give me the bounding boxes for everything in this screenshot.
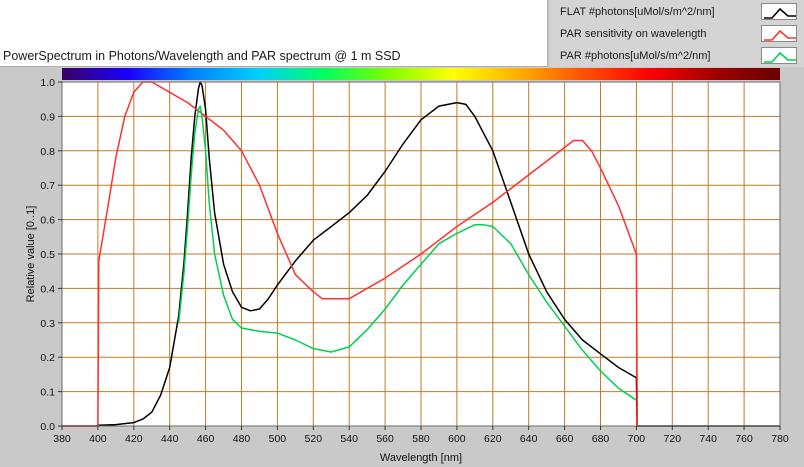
x-tick-label: 620 xyxy=(484,433,502,445)
x-tick-label: 660 xyxy=(556,433,574,445)
legend-item-par-sensitivity[interactable]: PAR sensitivity on wavelength xyxy=(550,23,804,45)
legend-label: PAR sensitivity on wavelength xyxy=(560,28,707,40)
x-tick-label: 780 xyxy=(771,433,789,445)
y-tick-label: 0.6 xyxy=(40,215,55,227)
x-tick-label: 480 xyxy=(233,433,251,445)
x-tick-label: 700 xyxy=(628,433,646,445)
x-tick-label: 680 xyxy=(592,433,610,445)
y-axis-ticks: 0.0 0.1 0.2 0.3 0.4 0.5 0.6 0.7 0.8 0.9 1.0 xyxy=(40,77,62,433)
x-tick-label: 520 xyxy=(305,433,323,445)
x-tick-label: 760 xyxy=(735,433,753,445)
y-tick-label: 1.0 xyxy=(40,77,55,89)
legend-swatch-black xyxy=(761,3,797,20)
series-line-1 xyxy=(62,81,639,427)
y-tick-label: 0.5 xyxy=(40,249,55,261)
x-tick-label: 460 xyxy=(197,433,215,445)
series-line-2 xyxy=(177,105,637,401)
x-tick-label: 560 xyxy=(376,433,394,445)
x-tick-label: 440 xyxy=(161,433,179,445)
x-tick-label: 420 xyxy=(125,433,143,445)
y-tick-label: 0.3 xyxy=(40,318,55,330)
x-axis-ticks: 380 400 420 440 460 480 500 520 540 560 580 600 620 6… xyxy=(53,426,789,445)
y-axis-label: Relative value [0..1] xyxy=(25,206,37,303)
x-tick-label: 500 xyxy=(269,433,287,445)
legend-item-flat-photons[interactable]: FLAT #photons[uMol/s/m^2/nm] xyxy=(550,1,804,23)
x-tick-label: 580 xyxy=(412,433,430,445)
legend[interactable]: FLAT #photons[uMol/s/m^2/nm] PAR sensiti… xyxy=(550,0,804,67)
x-tick-label: 540 xyxy=(340,433,358,445)
y-tick-label: 0.9 xyxy=(40,111,55,123)
x-tick-label: 600 xyxy=(448,433,466,445)
wavelength-color-bar xyxy=(62,68,780,80)
title-bar: PowerSpectrum in Photons/Wavelength and … xyxy=(0,0,548,67)
legend-swatch-green xyxy=(761,47,797,64)
x-tick-label: 740 xyxy=(699,433,717,445)
legend-swatch-red xyxy=(761,25,797,42)
chart-title: PowerSpectrum in Photons/Wavelength and … xyxy=(3,49,401,63)
series-layer xyxy=(62,81,780,427)
y-tick-label: 0.8 xyxy=(40,146,55,158)
x-tick-label: 400 xyxy=(89,433,107,445)
y-tick-label: 0.1 xyxy=(40,387,55,399)
x-axis-label: Wavelength [nm] xyxy=(380,452,462,464)
y-tick-label: 0.0 xyxy=(40,421,55,433)
legend-item-par-photons[interactable]: PAR #photons[uMol/s/m^2/nm] xyxy=(550,45,804,67)
x-tick-label: 380 xyxy=(53,433,71,445)
legend-label: FLAT #photons[uMol/s/m^2/nm] xyxy=(560,6,715,18)
legend-label: PAR #photons[uMol/s/m^2/nm] xyxy=(560,50,711,62)
y-tick-label: 0.4 xyxy=(40,283,55,295)
y-tick-label: 0.2 xyxy=(40,352,55,364)
x-tick-label: 720 xyxy=(664,433,682,445)
series-line-0 xyxy=(62,81,780,427)
y-tick-label: 0.7 xyxy=(40,180,55,192)
x-tick-label: 640 xyxy=(520,433,538,445)
